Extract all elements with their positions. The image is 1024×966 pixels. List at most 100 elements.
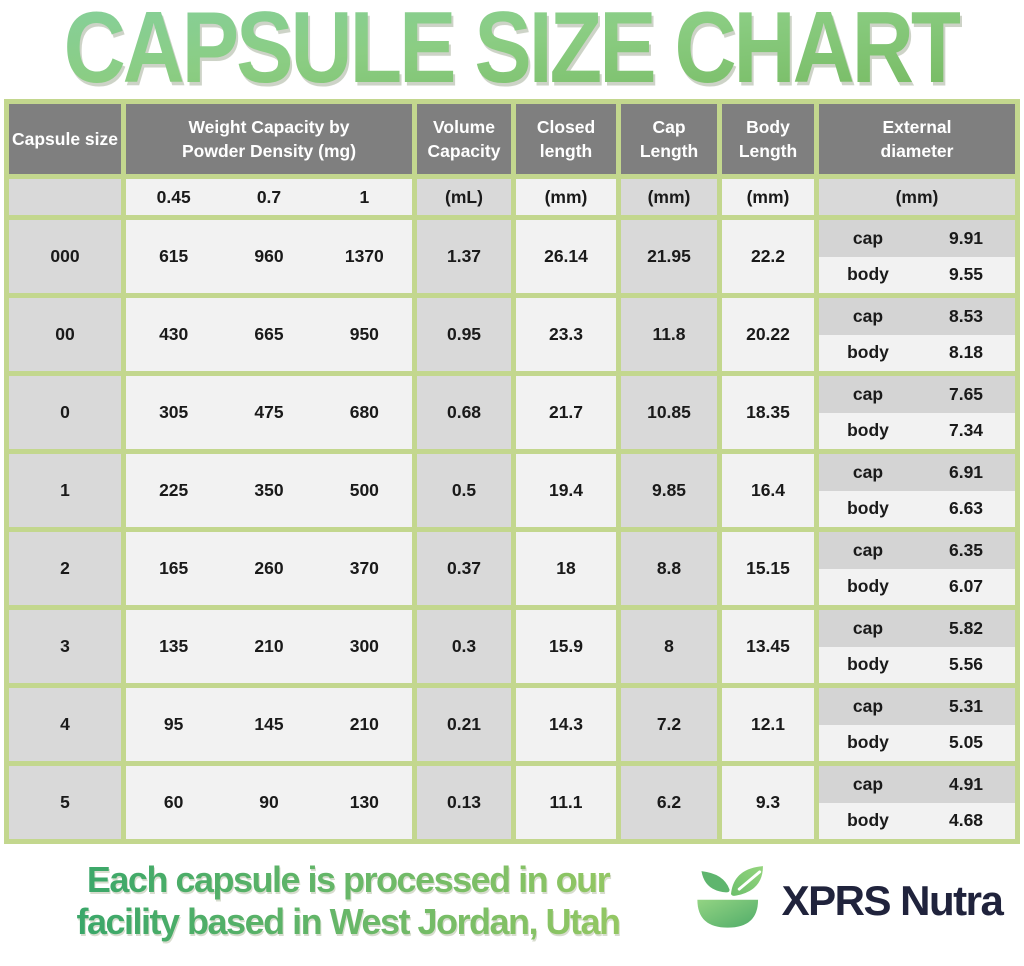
external-cap-row: cap 6.35 <box>819 532 1015 569</box>
body-length-cell: 13.45 <box>722 610 814 683</box>
closed-length-cell: 11.1 <box>516 766 616 839</box>
weight-1: 130 <box>349 792 379 812</box>
ext-cap-label: cap <box>852 617 884 638</box>
external-body-row: body 9.55 <box>819 256 1015 293</box>
external-diameter-cell: cap 9.91 body 9.55 <box>819 220 1015 293</box>
weight-1: 1370 <box>344 246 384 266</box>
cap-length-cell: 8 <box>621 610 717 683</box>
weight-07: 260 <box>254 558 284 578</box>
external-body-row: body 4.68 <box>819 802 1015 839</box>
capsule-size-cell: 4 <box>9 688 121 761</box>
brand-name: XPRS Nutra <box>781 877 1004 924</box>
ext-cap-label: cap <box>852 305 884 326</box>
ext-cap-value: 6.35 <box>948 539 984 560</box>
header-capsule-size: Capsule size <box>9 104 121 174</box>
title-banner: CAPSULE SIZE CHART <box>0 0 1024 105</box>
weight-1: 500 <box>349 480 379 500</box>
weight-07: 960 <box>254 246 284 266</box>
capsule-size-table: Capsule size Weight Capacity by Powder D… <box>4 99 1020 844</box>
capsule-size-cell: 000 <box>9 220 121 293</box>
weight-07: 90 <box>259 792 279 812</box>
weight-capacity-cell: 135 210 300 <box>126 610 412 683</box>
external-diameter-cell: cap 6.91 body 6.63 <box>819 454 1015 527</box>
footer-tagline: Each capsule is processed in our facilit… <box>14 859 682 944</box>
body-length-cell: 16.4 <box>722 454 814 527</box>
ext-body-value: 4.68 <box>948 810 984 831</box>
ext-body-value: 8.18 <box>948 342 984 363</box>
closed-length-cell: 26.14 <box>516 220 616 293</box>
body-length-cell: 12.1 <box>722 688 814 761</box>
tagline-line-1: Each capsule is processed in our <box>86 858 610 900</box>
ext-cap-value: 5.31 <box>948 695 984 716</box>
density-1: 1 <box>359 186 370 207</box>
table-row-000: 000 615 960 1370 1.37 26.14 21.95 22.2 c… <box>9 220 1015 293</box>
ext-body-value: 7.34 <box>948 420 984 441</box>
ext-cap-value: 8.53 <box>948 305 984 326</box>
units-external-cell: (mm) <box>819 179 1015 215</box>
external-body-row: body 5.05 <box>819 724 1015 761</box>
weight-capacity-cell: 225 350 500 <box>126 454 412 527</box>
weight-capacity-cell: 430 665 950 <box>126 298 412 371</box>
volume-cell: 0.68 <box>417 376 511 449</box>
ext-body-label: body <box>847 810 889 831</box>
weight-045: 95 <box>163 714 184 734</box>
table-row-2: 2 165 260 370 0.37 18 8.8 15.15 cap 6.35… <box>9 532 1015 605</box>
cap-length-cell: 7.2 <box>621 688 717 761</box>
weight-045: 615 <box>159 246 189 266</box>
header-cap-length: Cap Length <box>621 104 717 174</box>
closed-length-cell: 23.3 <box>516 298 616 371</box>
weight-045: 60 <box>163 792 184 812</box>
external-cap-row: cap 5.31 <box>819 688 1015 725</box>
external-diameter-cell: cap 8.53 body 8.18 <box>819 298 1015 371</box>
volume-cell: 1.37 <box>417 220 511 293</box>
body-length-cell: 20.22 <box>722 298 814 371</box>
closed-length-cell: 19.4 <box>516 454 616 527</box>
weight-07: 145 <box>254 714 284 734</box>
header-body-length: Body Length <box>722 104 814 174</box>
header-closed-length: Closed length <box>516 104 616 174</box>
volume-cell: 0.5 <box>417 454 511 527</box>
header-weight-capacity: Weight Capacity by Powder Density (mg) <box>126 104 412 174</box>
ext-cap-label: cap <box>852 461 884 482</box>
units-volume-cell: (mL) <box>417 179 511 215</box>
table-row-1: 1 225 350 500 0.5 19.4 9.85 16.4 cap 6.9… <box>9 454 1015 527</box>
ext-body-value: 6.63 <box>948 498 984 519</box>
weight-07: 665 <box>254 324 284 344</box>
external-body-row: body 6.63 <box>819 490 1015 527</box>
table-units-row: 0.45 0.7 1 (mL) (mm) (mm) (mm) (mm) <box>9 179 1015 215</box>
ext-cap-value: 6.91 <box>948 461 984 482</box>
volume-cell: 0.37 <box>417 532 511 605</box>
body-length-cell: 15.15 <box>722 532 814 605</box>
body-length-cell: 9.3 <box>722 766 814 839</box>
cap-length-cell: 10.85 <box>621 376 717 449</box>
table-row-5: 5 60 90 130 0.13 11.1 6.2 9.3 cap 4.91 b… <box>9 766 1015 839</box>
ext-cap-label: cap <box>852 539 884 560</box>
weight-capacity-cell: 60 90 130 <box>126 766 412 839</box>
body-length-cell: 18.35 <box>722 376 814 449</box>
cap-length-cell: 8.8 <box>621 532 717 605</box>
ext-body-label: body <box>847 654 889 675</box>
footer: Each capsule is processed in our facilit… <box>0 844 1024 966</box>
tagline-line-2: facility based in West Jordan, Utah <box>76 901 620 942</box>
closed-length-cell: 15.9 <box>516 610 616 683</box>
page-title: CAPSULE SIZE CHART <box>64 0 964 107</box>
weight-capacity-cell: 95 145 210 <box>126 688 412 761</box>
table-row-3: 3 135 210 300 0.3 15.9 8 13.45 cap 5.82 … <box>9 610 1015 683</box>
weight-1: 370 <box>349 558 379 578</box>
mortar-leaf-logo-icon <box>697 866 763 928</box>
external-diameter-cell: cap 6.35 body 6.07 <box>819 532 1015 605</box>
external-body-row: body 6.07 <box>819 568 1015 605</box>
capsule-size-cell: 00 <box>9 298 121 371</box>
weight-capacity-cell: 305 475 680 <box>126 376 412 449</box>
weight-1: 210 <box>349 714 379 734</box>
capsule-size-cell: 3 <box>9 610 121 683</box>
capsule-size-cell: 1 <box>9 454 121 527</box>
ext-cap-value: 7.65 <box>948 383 984 404</box>
ext-cap-value: 9.91 <box>948 227 984 248</box>
external-cap-row: cap 4.91 <box>819 766 1015 803</box>
external-cap-row: cap 8.53 <box>819 298 1015 335</box>
units-closed-cell: (mm) <box>516 179 616 215</box>
external-body-row: body 5.56 <box>819 646 1015 683</box>
density-0.7: 0.7 <box>256 186 282 207</box>
